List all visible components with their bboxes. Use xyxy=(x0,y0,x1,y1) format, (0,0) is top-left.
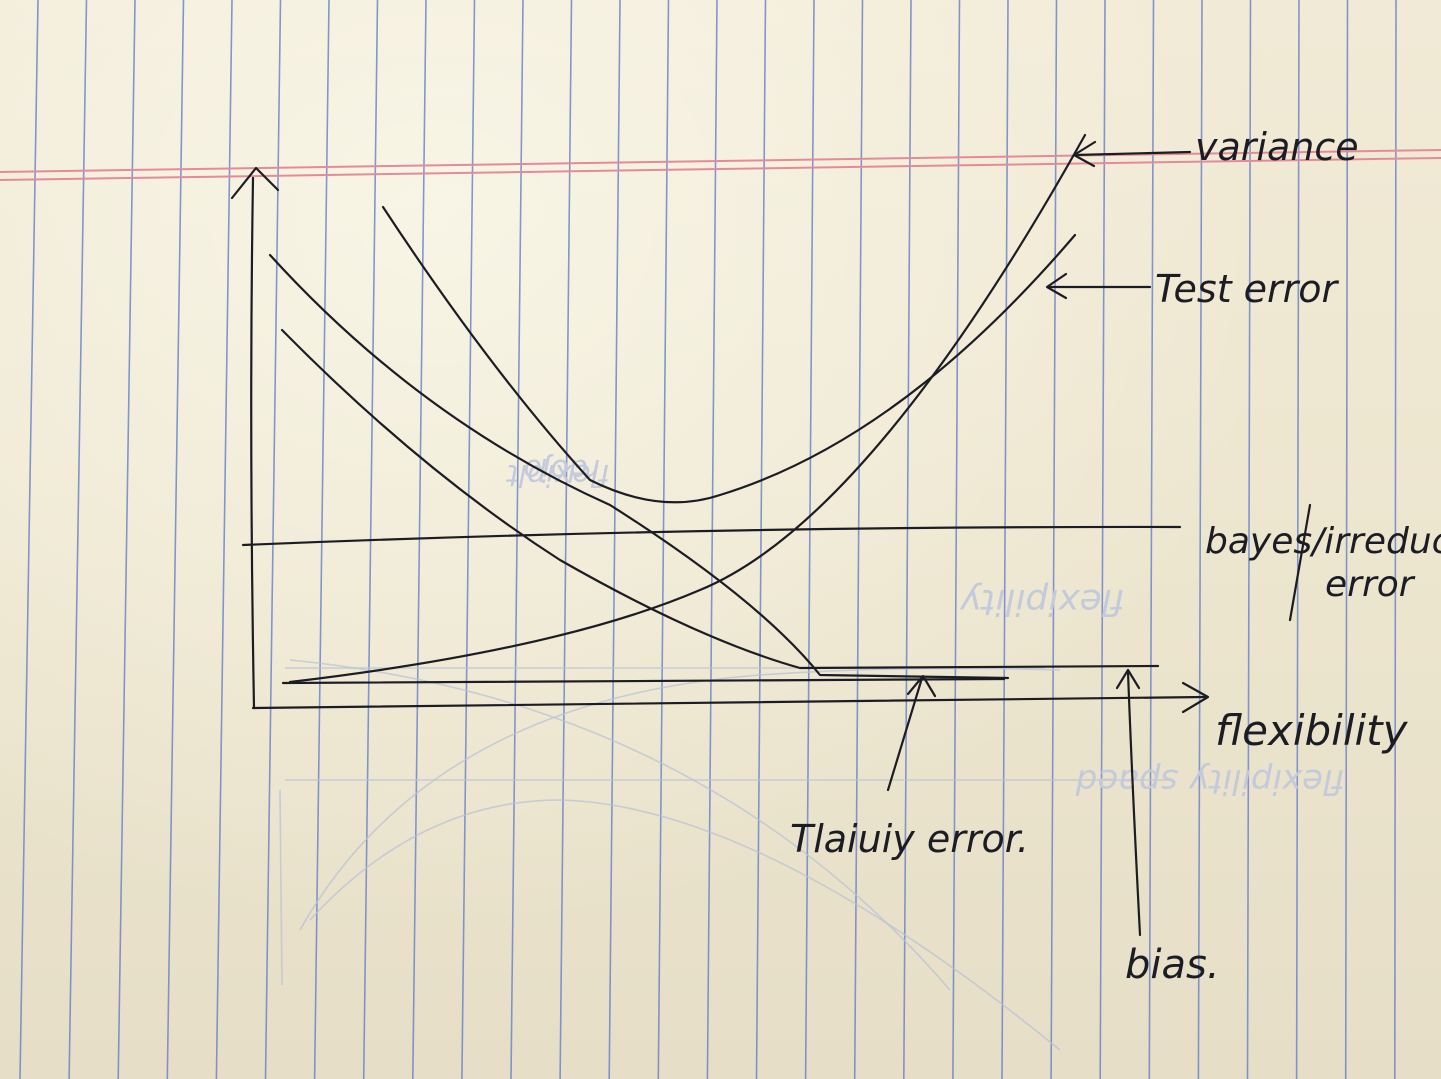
rule-line xyxy=(166,0,185,1079)
y-axis xyxy=(250,176,256,710)
x-axis-label: flexibility xyxy=(1215,706,1409,755)
rule-line xyxy=(1099,0,1106,1079)
rule-line xyxy=(706,0,718,1079)
bayes-label-line1: bayes/irreducib xyxy=(1205,521,1441,562)
test-error-curve xyxy=(381,205,1077,504)
rule-line xyxy=(903,0,912,1079)
label-arrows xyxy=(886,140,1312,937)
rule-line xyxy=(1394,0,1397,1079)
training-error-label: Tlaiuiy error. xyxy=(790,817,1029,861)
variance-label: variance xyxy=(1195,125,1359,169)
rule-line xyxy=(608,0,621,1079)
rule-line xyxy=(1295,0,1300,1079)
y-axis-arrowhead xyxy=(230,166,280,200)
rule-line xyxy=(510,0,524,1079)
rule-line xyxy=(1197,0,1203,1079)
x-axis-arrowhead xyxy=(1181,681,1210,714)
x-axis xyxy=(251,695,1207,710)
bayes-error-line xyxy=(241,525,1182,547)
rule-line xyxy=(215,0,233,1079)
rule-line xyxy=(1050,0,1058,1079)
rule-line xyxy=(755,0,767,1079)
rule-line xyxy=(804,0,815,1079)
rule-line xyxy=(117,0,136,1079)
rule-line xyxy=(1148,0,1155,1079)
rule-line xyxy=(313,0,330,1079)
rule-line xyxy=(1246,0,1252,1079)
training-baseline-stroke xyxy=(281,677,1006,685)
rule-line xyxy=(1001,0,1009,1079)
rule-line xyxy=(264,0,282,1079)
rule-line xyxy=(68,0,88,1079)
bayes-divider-stroke xyxy=(1288,503,1312,622)
rule-line xyxy=(19,0,39,1079)
bleed-through-text-4: flexipility spaed xyxy=(1075,761,1345,801)
rule-line xyxy=(952,0,961,1079)
training-error-curve xyxy=(268,253,1010,680)
training-error-arrow xyxy=(886,676,924,792)
test-error-label: Test error xyxy=(1155,267,1340,311)
rule-line xyxy=(461,0,476,1079)
bayes-label-line2: error xyxy=(1325,564,1416,605)
bleed-through-text-3: flexipility xyxy=(959,581,1125,622)
labels: variance Test error bayes/irreducib erro… xyxy=(790,125,1441,988)
rule-line xyxy=(1344,0,1349,1079)
margin-lines xyxy=(0,149,1441,181)
rule-line xyxy=(559,0,573,1079)
variance-arrow xyxy=(1073,150,1192,157)
variance-curve xyxy=(288,133,1087,684)
bias-arrow xyxy=(1126,670,1142,937)
bleed-through-text-2: flexiplt xyxy=(506,457,610,492)
bias-label: bias. xyxy=(1125,942,1220,988)
rule-line xyxy=(853,0,864,1079)
axes xyxy=(230,166,1210,714)
curves xyxy=(241,133,1182,685)
bias-curve xyxy=(280,328,1160,670)
